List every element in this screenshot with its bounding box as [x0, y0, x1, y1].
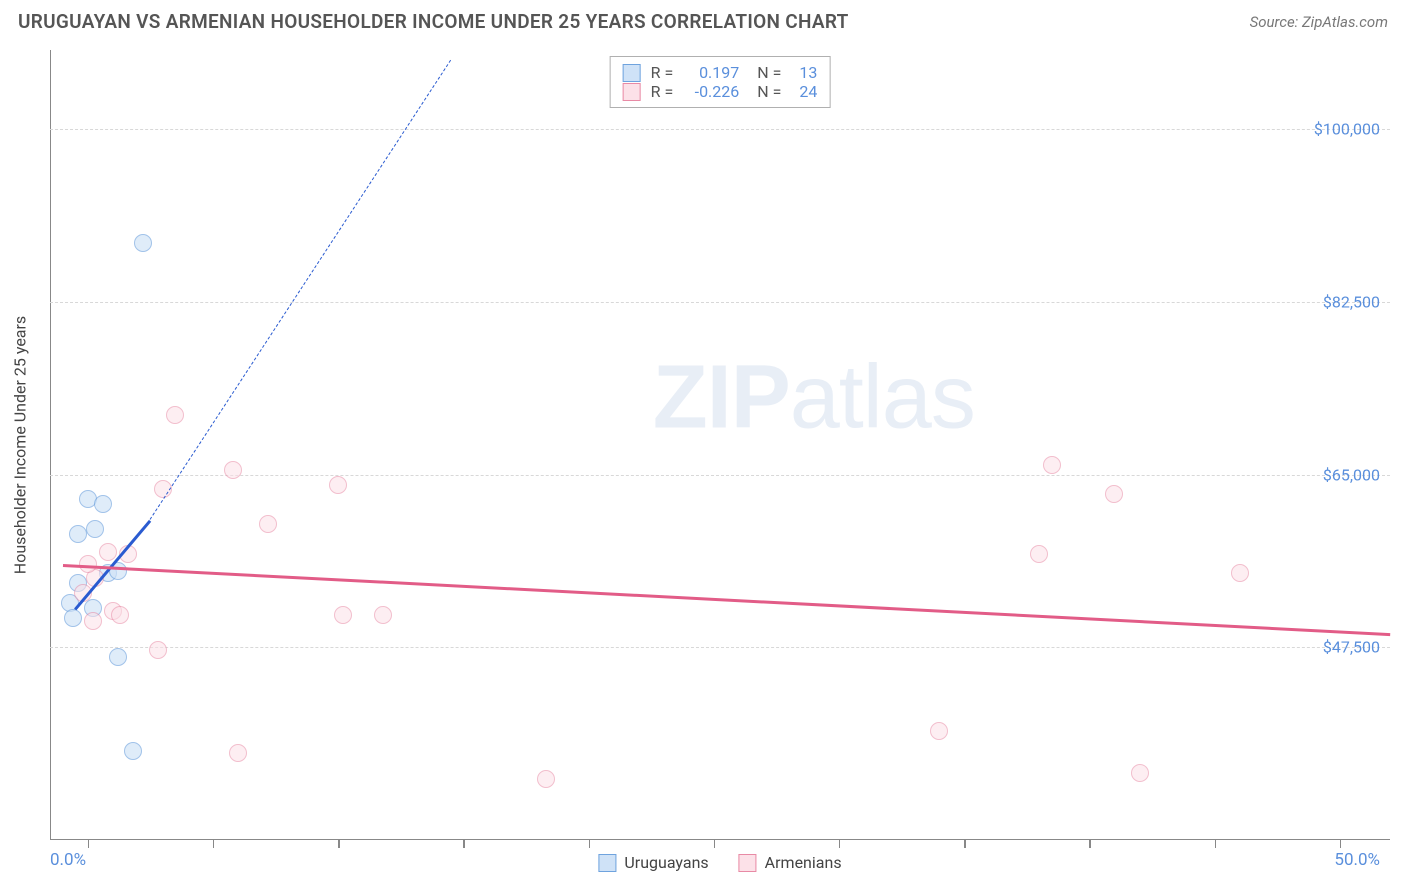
r-value: 0.197: [683, 63, 739, 82]
data-point: [537, 770, 555, 788]
legend-bottom: Uruguayans Armenians: [598, 853, 841, 872]
data-point: [1105, 485, 1123, 503]
grid-line: [50, 475, 1390, 476]
data-point: [1030, 545, 1048, 563]
data-point: [1043, 456, 1061, 474]
data-point: [109, 648, 127, 666]
legend-label: Armenians: [765, 853, 842, 872]
r-label: R =: [651, 82, 674, 101]
legend-item: Armenians: [739, 853, 842, 872]
y-axis-label: Householder Income Under 25 years: [11, 316, 30, 574]
data-point: [329, 476, 347, 494]
n-value: 13: [791, 63, 817, 82]
legend-stat-row: R = 0.197 N = 13: [623, 63, 818, 82]
data-point: [224, 461, 242, 479]
x-axis: [50, 839, 1390, 840]
legend-swatch: [598, 854, 616, 872]
y-tick-label: $100,000: [1314, 120, 1380, 139]
x-tick: [839, 840, 841, 848]
data-point: [930, 722, 948, 740]
y-axis: [50, 50, 51, 840]
plot-area: $47,500 $65,000 $82,500 $100,000: [50, 50, 1390, 840]
source-attribution: Source: ZipAtlas.com: [1250, 13, 1388, 31]
x-tick: [1215, 840, 1217, 848]
grid-line: [50, 647, 1390, 648]
grid-line: [50, 129, 1390, 130]
legend-swatch: [623, 83, 641, 101]
x-tick: [589, 840, 591, 848]
data-point: [1131, 764, 1149, 782]
x-tick: [1089, 840, 1091, 848]
chart-container: Householder Income Under 25 years ZIPatl…: [50, 50, 1390, 840]
n-label: N =: [749, 63, 781, 82]
y-tick-label: $65,000: [1323, 465, 1380, 484]
x-min-label: 0.0%: [50, 850, 86, 870]
data-point: [374, 606, 392, 624]
y-tick-label: $82,500: [1323, 292, 1380, 311]
y-tick-label: $47,500: [1323, 638, 1380, 657]
data-point: [94, 495, 112, 513]
legend-swatch: [623, 64, 641, 82]
n-value: 24: [791, 82, 817, 101]
data-point: [84, 612, 102, 630]
data-point: [1231, 564, 1249, 582]
n-label: N =: [749, 82, 781, 101]
data-point: [86, 520, 104, 538]
legend-label: Uruguayans: [624, 853, 708, 872]
legend-stat-row: R = -0.226 N = 24: [623, 82, 818, 101]
data-point: [149, 641, 167, 659]
data-point: [64, 609, 82, 627]
data-point: [69, 525, 87, 543]
x-max-label: 50.0%: [1334, 850, 1380, 870]
chart-title: URUGUAYAN VS ARMENIAN HOUSEHOLDER INCOME…: [18, 10, 849, 33]
data-point: [259, 515, 277, 533]
r-value: -0.226: [683, 82, 739, 101]
data-point: [79, 555, 97, 573]
data-point: [124, 742, 142, 760]
data-point: [166, 406, 184, 424]
regression-line: [62, 564, 1390, 636]
x-tick: [964, 840, 966, 848]
x-tick: [463, 840, 465, 848]
x-tick: [213, 840, 215, 848]
x-tick: [88, 840, 90, 848]
x-tick: [1340, 840, 1342, 848]
legend-item: Uruguayans: [598, 853, 708, 872]
x-tick: [714, 840, 716, 848]
data-point: [334, 606, 352, 624]
legend-stats-box: R = 0.197 N = 13 R = -0.226 N = 24: [610, 56, 831, 108]
data-point: [134, 234, 152, 252]
data-point: [229, 744, 247, 762]
legend-swatch: [739, 854, 757, 872]
data-point: [111, 606, 129, 624]
x-tick: [338, 840, 340, 848]
r-label: R =: [651, 63, 674, 82]
grid-line: [50, 302, 1390, 303]
data-point: [99, 543, 117, 561]
